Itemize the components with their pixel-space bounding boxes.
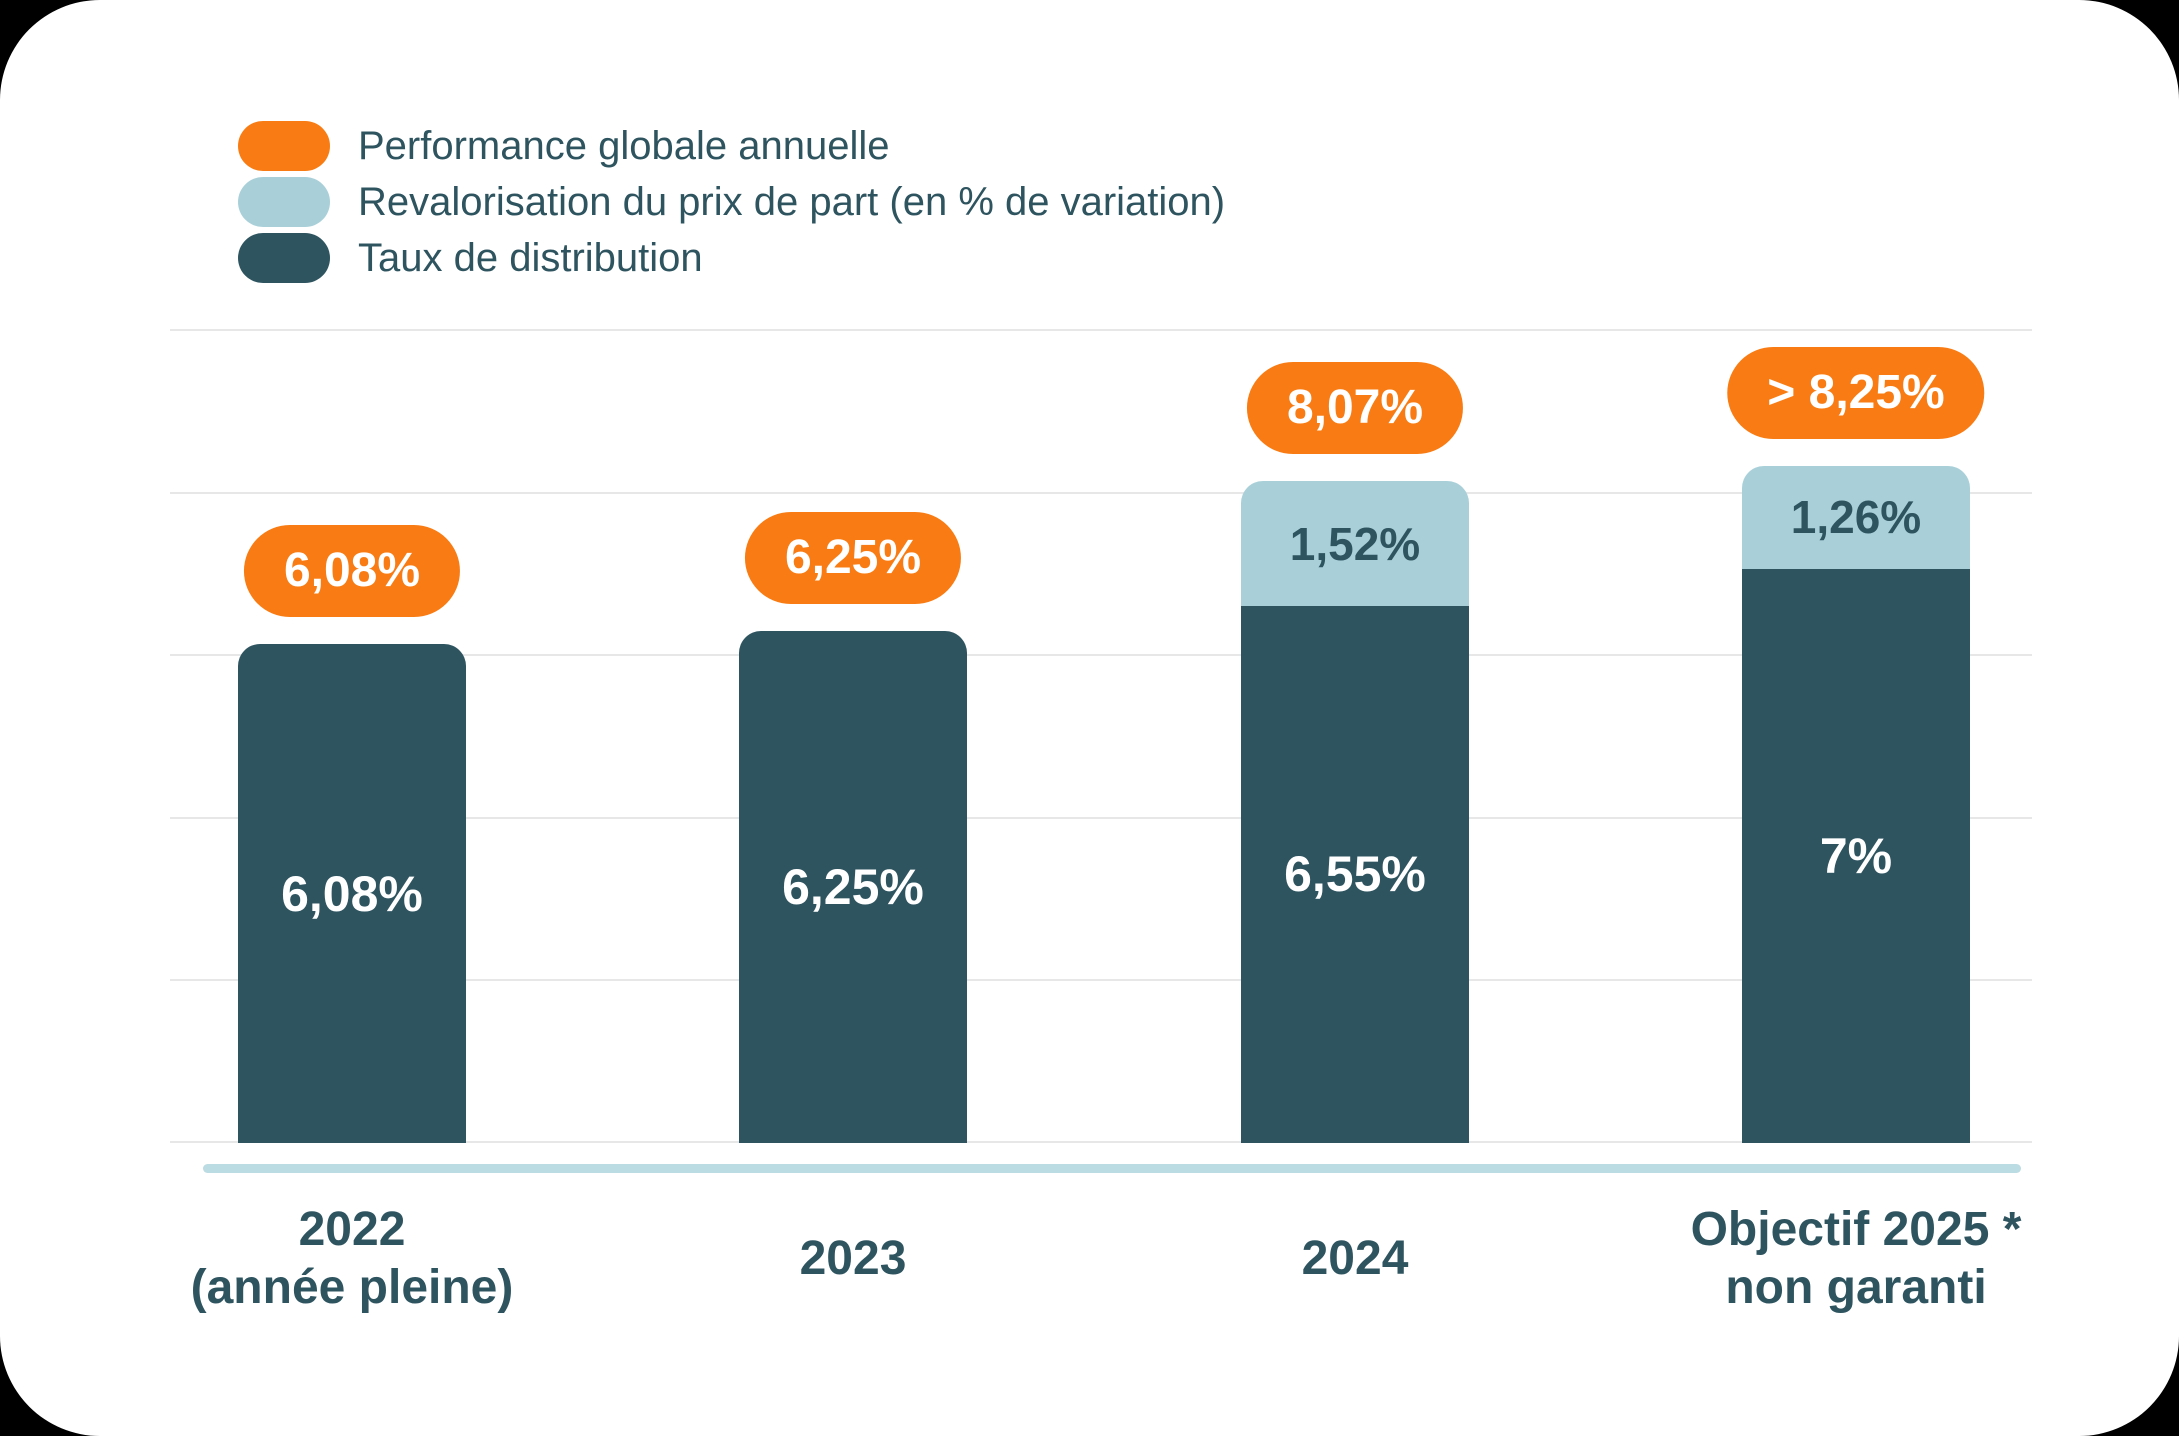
- segment-value-label: 6,55%: [1284, 846, 1426, 903]
- legend-swatch-orange-icon: [238, 121, 330, 171]
- gridline: [170, 817, 2032, 819]
- gridline: [170, 492, 2032, 494]
- x-axis-line: [203, 1164, 2021, 1173]
- segment-value-label: 1,26%: [1790, 491, 1922, 544]
- segment-value-label: 6,08%: [281, 865, 423, 922]
- bar-stack: 6,25%: [739, 630, 967, 1143]
- gridline: [170, 979, 2032, 981]
- gridline: [170, 329, 2032, 331]
- bar-stack: 1,52% 6,55%: [1241, 481, 1469, 1143]
- x-axis-label-line: 2022: [298, 1203, 406, 1256]
- total-badge-2023: 6,25%: [744, 511, 962, 604]
- total-badge-2024: 8,07%: [1246, 362, 1464, 455]
- bar-segment-revalorisation: 1,26%: [1742, 465, 1970, 569]
- x-axis-label-line: non garanti: [1725, 1261, 1987, 1314]
- x-axis-label-2023: 2023: [573, 1195, 1133, 1323]
- bar-stack: 1,26% 7%: [1742, 465, 1970, 1143]
- x-axis-label-2022: 2022 (année pleine): [72, 1195, 632, 1323]
- legend-label-revalorisation: Revalorisation du prix de part (en % de …: [358, 179, 1226, 224]
- x-axis-label-objectif-2025: Objectif 2025 * non garanti: [1576, 1195, 2136, 1323]
- gridline: [170, 1141, 2032, 1143]
- x-axis-label-2024: 2024: [1075, 1195, 1635, 1323]
- bar-segment-distribution: 6,25%: [739, 630, 967, 1143]
- bar-stack: 6,08%: [238, 644, 466, 1143]
- x-axis-label-line: (année pleine): [190, 1261, 514, 1314]
- legend: Performance globale annuelle Revalorisat…: [238, 120, 1225, 284]
- bar-segment-distribution: 7%: [1742, 569, 1970, 1143]
- legend-label-taux: Taux de distribution: [358, 235, 703, 280]
- legend-item-revalorisation: Revalorisation du prix de part (en % de …: [238, 176, 1225, 228]
- legend-swatch-light-blue-icon: [238, 177, 330, 227]
- x-axis-label-line: Objectif 2025 *: [1690, 1203, 2022, 1256]
- total-badge-2022: 6,08%: [243, 525, 461, 618]
- segment-value-label: 7%: [1819, 828, 1893, 884]
- legend-item-performance: Performance globale annuelle: [238, 120, 1225, 172]
- total-badge-objectif-2025: > 8,25%: [1727, 346, 1985, 439]
- legend-label-performance: Performance globale annuelle: [358, 123, 890, 168]
- x-axis-label-line: 2023: [799, 1232, 907, 1285]
- legend-swatch-dark-teal-icon: [238, 233, 330, 283]
- bar-segment-distribution: 6,08%: [238, 644, 466, 1143]
- x-axis-label-line: 2024: [1301, 1232, 1409, 1285]
- segment-value-label: 6,25%: [782, 858, 924, 915]
- segment-value-label: 1,52%: [1289, 517, 1421, 570]
- bar-segment-revalorisation: 1,52%: [1241, 481, 1469, 606]
- legend-item-taux: Taux de distribution: [238, 232, 1225, 284]
- gridline: [170, 654, 2032, 656]
- bar-segment-distribution: 6,55%: [1241, 605, 1469, 1143]
